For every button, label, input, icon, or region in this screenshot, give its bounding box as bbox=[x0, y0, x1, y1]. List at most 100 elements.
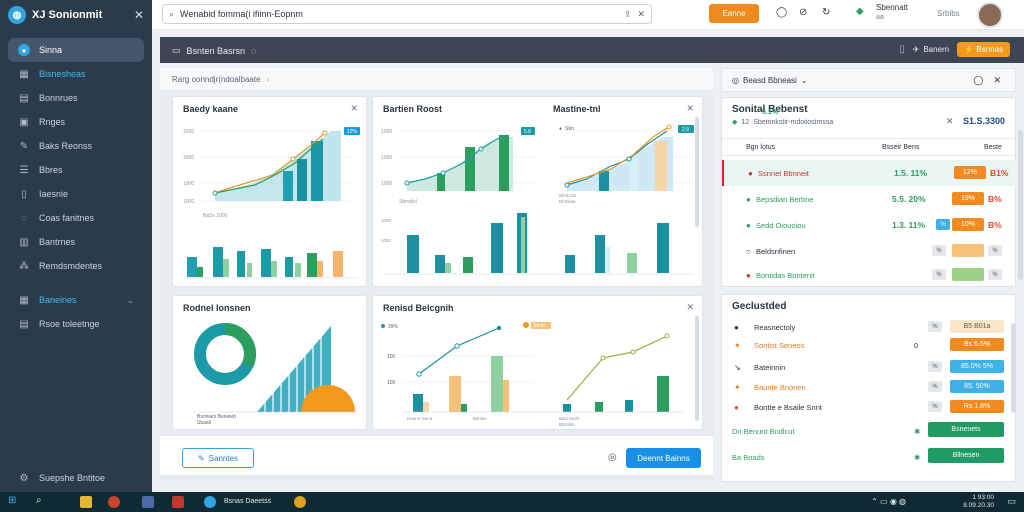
secondary-action-label: Sanntes bbox=[208, 453, 239, 463]
notification-icon[interactable]: ▭ bbox=[1007, 496, 1016, 506]
list-item[interactable]: Dn Benunt Bndlcut ✱ Bsnenets bbox=[722, 421, 1012, 442]
list-item[interactable]: ● Reasnectoly % B5 B01a bbox=[722, 317, 1012, 338]
clock[interactable]: 1 93:00 8.09.20.30 bbox=[963, 494, 994, 510]
table-row[interactable]: ○ Beldsnfinen % % bbox=[722, 238, 1017, 264]
row-badge[interactable]: Bllnesen bbox=[928, 448, 1004, 463]
close-icon[interactable]: ✕ bbox=[946, 116, 954, 126]
user-info[interactable]: Sbennatt aa bbox=[876, 3, 908, 23]
top-action-button[interactable]: Eanne bbox=[709, 4, 759, 23]
sidebar-item-resources[interactable]: ▤ Bonnrues bbox=[8, 86, 144, 110]
header-primary-button[interactable]: ⚡ Bsnnas bbox=[957, 42, 1010, 57]
chart-icon: ⁂ bbox=[19, 260, 29, 272]
list-item[interactable]: Ba Bnads ✱ Bllnesen bbox=[722, 447, 1012, 468]
chat-icon[interactable]: ◯ bbox=[776, 7, 788, 18]
taskbar-app-label[interactable]: Bsnas Daeetss bbox=[224, 498, 272, 505]
row-badge: 85. 50% bbox=[950, 380, 1004, 393]
svg-text:BaSs 1000: BaSs 1000 bbox=[203, 213, 228, 219]
active-app-icon[interactable] bbox=[204, 496, 216, 508]
sidebar-group-toggle[interactable]: ▦ Baneines ⌄ bbox=[8, 288, 144, 312]
sidebar-item-home[interactable]: ● Sinna bbox=[8, 38, 144, 62]
sidebar-item-team[interactable]: ▤ Rsoe toleetnge bbox=[8, 312, 144, 336]
row-mini-badge: % bbox=[928, 321, 942, 332]
clear-icon[interactable]: ✕ bbox=[637, 8, 645, 19]
sidebar-item-business[interactable]: ▦ Bisnesheas bbox=[8, 62, 144, 86]
info-icon: ◌ bbox=[251, 45, 257, 56]
svg-text:1000: 1000 bbox=[183, 129, 194, 135]
trend-chart: 39% Sbnts 100 100 Deann Dana Bsnies Bsbi Be… bbox=[381, 322, 683, 427]
svg-text:Bsnies: Bsnies bbox=[473, 416, 487, 421]
info-icon[interactable]: ◎ bbox=[608, 452, 617, 463]
svg-text:Bbrnbte: Bbrnbte bbox=[559, 422, 575, 427]
app-icon[interactable] bbox=[142, 496, 154, 508]
right-panel-title[interactable]: Beasd Bbneasi bbox=[742, 75, 797, 85]
right-panel: ◎ Beasd Bbneasi ⌄ ◯ ✕ Sonital Bebenst ◆ … bbox=[721, 68, 1023, 486]
avatar[interactable] bbox=[977, 2, 1003, 28]
card-scrollbar[interactable] bbox=[695, 316, 699, 421]
row-mini-badge: % bbox=[932, 245, 946, 256]
row-percent: 1.3. 11% bbox=[892, 220, 926, 230]
card-title: Rodnel Ionsnen bbox=[183, 303, 251, 313]
secondary-action-button[interactable]: ✎ Sanntes bbox=[182, 448, 254, 468]
svg-text:1000: 1000 bbox=[381, 129, 392, 135]
sidebar-item-label: Bonnrues bbox=[39, 93, 78, 103]
sidebar-item-calendar[interactable]: ▥ Bantrnes bbox=[8, 230, 144, 254]
breadcrumb-text[interactable]: Rarg oonndjr(ndoalbaate bbox=[172, 74, 261, 84]
sidebar-item-files[interactable]: ☰ Bbres bbox=[8, 158, 144, 182]
sidebar-footer-settings[interactable]: ⚙ Suepshe Bntitoe bbox=[8, 472, 115, 484]
row-badge: Rs 1.8% bbox=[950, 400, 1004, 413]
sidebar-item-reports[interactable]: ✎ Baks Reonss bbox=[8, 134, 144, 158]
tray-icons[interactable]: ⌃ ▭ ◉ ◍ bbox=[871, 497, 906, 506]
dot-icon: ● bbox=[734, 403, 739, 412]
list-item[interactable]: ✦ Baunte Bnonen % 85. 50% bbox=[722, 377, 1012, 398]
close-icon[interactable]: ✕ bbox=[686, 302, 694, 312]
card-scrollbar[interactable] bbox=[695, 117, 699, 227]
close-icon[interactable]: ✕ bbox=[686, 103, 694, 113]
app-title: XJ Sonionmit bbox=[32, 9, 103, 21]
close-icon[interactable]: ✕ bbox=[350, 103, 358, 113]
windows-start-icon[interactable]: ⊞ bbox=[8, 495, 17, 506]
chart-axis-caption: Sbnatisl bbox=[399, 199, 417, 205]
refresh-icon[interactable]: ↻ bbox=[822, 7, 831, 18]
share-icon[interactable]: ⇪ bbox=[623, 8, 632, 19]
location-icon[interactable]: ◯ bbox=[973, 75, 984, 85]
table-row[interactable]: ● Sedd Oiouoiou 1.3. 11% % 10% B% bbox=[722, 212, 1017, 238]
list-item[interactable]: ✦ Sontist Seneos 0 Bs 6.5% bbox=[722, 335, 1012, 356]
page-title-group: ▭ Bsnten Basrsn ◌ bbox=[172, 45, 256, 56]
subtitle-count: 12 bbox=[741, 118, 750, 126]
row-badge[interactable]: Bsnenets bbox=[928, 422, 1004, 437]
panel-scrollbar[interactable] bbox=[1011, 323, 1016, 413]
document-app-icon[interactable] bbox=[172, 496, 184, 508]
link-icon[interactable]: ⊘ bbox=[799, 7, 808, 18]
close-icon[interactable]: ✕ bbox=[993, 75, 1001, 85]
row-mini-badge: % bbox=[936, 219, 950, 230]
sidebar-item-label: Bantrnes bbox=[39, 237, 76, 247]
chart-legend: Sbnts bbox=[533, 323, 546, 329]
list-item-label: Bateinnin bbox=[754, 363, 786, 372]
chrome-icon[interactable] bbox=[294, 496, 306, 508]
sidebar-close-icon[interactable]: ✕ bbox=[133, 8, 144, 22]
table-row[interactable]: ● Ssnnet Bbnneit 1.5. 11% 12% B1% bbox=[722, 160, 1017, 186]
table-row[interactable]: ● Bepsdian Berbne 5.5. 20% 19% B% bbox=[722, 186, 1017, 212]
browser-icon[interactable] bbox=[108, 496, 120, 508]
header-secondary-button[interactable]: ✈ Banern bbox=[913, 45, 950, 54]
divider-icon: ▯ bbox=[899, 44, 905, 55]
sidebar-item-analytics[interactable]: ⁂ Remdsmdentes bbox=[8, 254, 144, 278]
search-box[interactable]: ⌕ ⇪ ✕ bbox=[162, 4, 652, 24]
search-icon[interactable]: ⌕ bbox=[36, 495, 42, 506]
list-item[interactable]: ● Bontte e Bsaile Snnt % Rs 1.8% bbox=[722, 397, 1012, 418]
status-dot-icon: ● bbox=[746, 195, 751, 204]
list-item[interactable]: ↘ Bateinnin % 85.0% 5% bbox=[722, 357, 1012, 378]
sidebar-item-pages[interactable]: ▣ Rnges bbox=[8, 110, 144, 134]
panel-scrollbar[interactable] bbox=[1018, 130, 1023, 280]
chevron-down-icon[interactable]: ⌄ bbox=[800, 75, 808, 85]
sidebar-item-messages[interactable]: ◌ Coas fanitnes bbox=[8, 206, 144, 230]
dot-icon: ● bbox=[734, 323, 739, 332]
sidebar-item-invoices[interactable]: ▯ Iaesnie bbox=[8, 182, 144, 206]
dashboard-main: Baedy kaane ✕ 1000 1000 1000 1000 BaSs 1000… bbox=[160, 90, 713, 480]
primary-action-button[interactable]: Deennt Bainns bbox=[626, 448, 701, 468]
search-input[interactable] bbox=[180, 9, 618, 19]
table-row[interactable]: ● Bontidas Bontenit % % bbox=[722, 262, 1017, 288]
folder-icon[interactable] bbox=[80, 496, 92, 508]
top-bar: ⌕ ⇪ ✕ Eanne ◯ ⊘ ↻ ◆ Sbennatt aa Srbibs bbox=[152, 0, 1024, 30]
